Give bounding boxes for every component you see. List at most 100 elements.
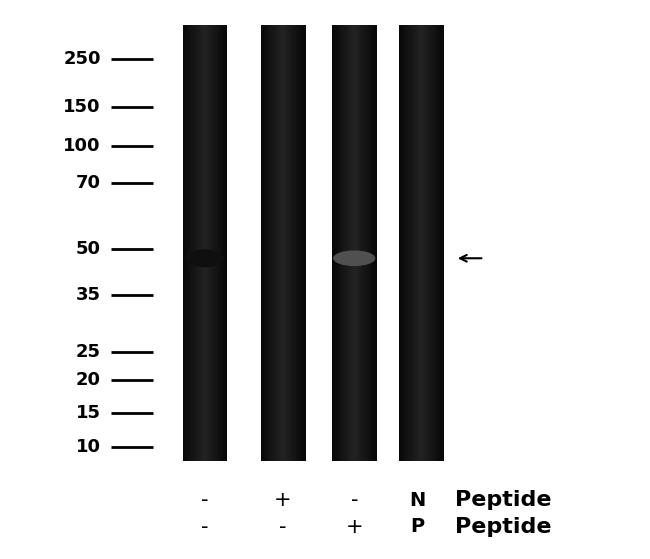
Bar: [192, 25, 194, 461]
Bar: [372, 25, 374, 461]
Text: -: -: [201, 490, 209, 510]
Bar: [373, 25, 376, 461]
Text: -: -: [350, 490, 358, 510]
Text: 15: 15: [76, 404, 101, 421]
Bar: [262, 25, 265, 461]
Bar: [348, 25, 350, 461]
Bar: [422, 25, 425, 461]
Bar: [264, 25, 266, 461]
Bar: [272, 25, 274, 461]
Bar: [375, 25, 377, 461]
Bar: [366, 25, 368, 461]
Bar: [359, 25, 361, 461]
Bar: [293, 25, 295, 461]
Bar: [286, 25, 288, 461]
Bar: [437, 25, 439, 461]
Bar: [203, 25, 205, 461]
Bar: [414, 25, 416, 461]
Bar: [206, 25, 209, 461]
Bar: [208, 25, 210, 461]
Bar: [183, 25, 185, 461]
Bar: [211, 25, 213, 461]
Bar: [442, 25, 444, 461]
Text: +: +: [274, 490, 292, 510]
Bar: [421, 25, 423, 461]
Bar: [202, 25, 204, 461]
Bar: [418, 25, 421, 461]
Bar: [365, 25, 367, 461]
Bar: [415, 25, 417, 461]
Bar: [440, 25, 443, 461]
Bar: [439, 25, 441, 461]
Bar: [190, 25, 192, 461]
Bar: [411, 25, 413, 461]
Bar: [427, 25, 429, 461]
Bar: [265, 25, 267, 461]
Bar: [212, 25, 214, 461]
Bar: [270, 25, 272, 461]
Bar: [430, 25, 432, 461]
Bar: [188, 25, 190, 461]
Bar: [218, 25, 220, 461]
Bar: [292, 25, 294, 461]
Text: 70: 70: [76, 174, 101, 192]
Bar: [226, 25, 227, 461]
Bar: [345, 25, 348, 461]
Bar: [432, 25, 434, 461]
Text: 250: 250: [63, 50, 101, 68]
Bar: [424, 25, 426, 461]
Bar: [351, 25, 354, 461]
Text: 100: 100: [63, 138, 101, 155]
Bar: [266, 25, 268, 461]
Bar: [196, 25, 198, 461]
Bar: [294, 25, 296, 461]
Bar: [200, 25, 202, 461]
Bar: [353, 25, 355, 461]
Bar: [420, 25, 422, 461]
Bar: [261, 25, 263, 461]
Bar: [281, 25, 283, 461]
Bar: [193, 25, 195, 461]
Text: 50: 50: [76, 240, 101, 258]
Bar: [184, 25, 187, 461]
Bar: [304, 25, 306, 461]
Bar: [276, 25, 278, 461]
Bar: [214, 25, 216, 461]
Bar: [302, 25, 304, 461]
Bar: [433, 25, 435, 461]
Text: -: -: [201, 517, 209, 537]
Bar: [216, 25, 218, 461]
Bar: [347, 25, 349, 461]
Text: +: +: [345, 517, 363, 537]
Bar: [408, 25, 410, 461]
Bar: [412, 25, 415, 461]
Bar: [198, 25, 200, 461]
Bar: [222, 25, 224, 461]
Bar: [209, 25, 211, 461]
Bar: [360, 25, 362, 461]
Bar: [339, 25, 342, 461]
Bar: [338, 25, 340, 461]
Bar: [333, 25, 336, 461]
Ellipse shape: [185, 249, 224, 267]
Bar: [300, 25, 302, 461]
Bar: [283, 25, 285, 461]
Bar: [358, 25, 359, 461]
Bar: [361, 25, 364, 461]
Text: 10: 10: [76, 438, 101, 456]
Bar: [369, 25, 371, 461]
Bar: [187, 25, 189, 461]
Bar: [224, 25, 226, 461]
Bar: [290, 25, 292, 461]
Bar: [205, 25, 207, 461]
Text: 35: 35: [76, 286, 101, 304]
Bar: [417, 25, 419, 461]
Bar: [406, 25, 409, 461]
Bar: [298, 25, 300, 461]
Text: 150: 150: [63, 98, 101, 116]
Text: Peptide: Peptide: [455, 490, 551, 510]
Bar: [287, 25, 289, 461]
Bar: [221, 25, 223, 461]
Bar: [299, 25, 301, 461]
Bar: [280, 25, 282, 461]
